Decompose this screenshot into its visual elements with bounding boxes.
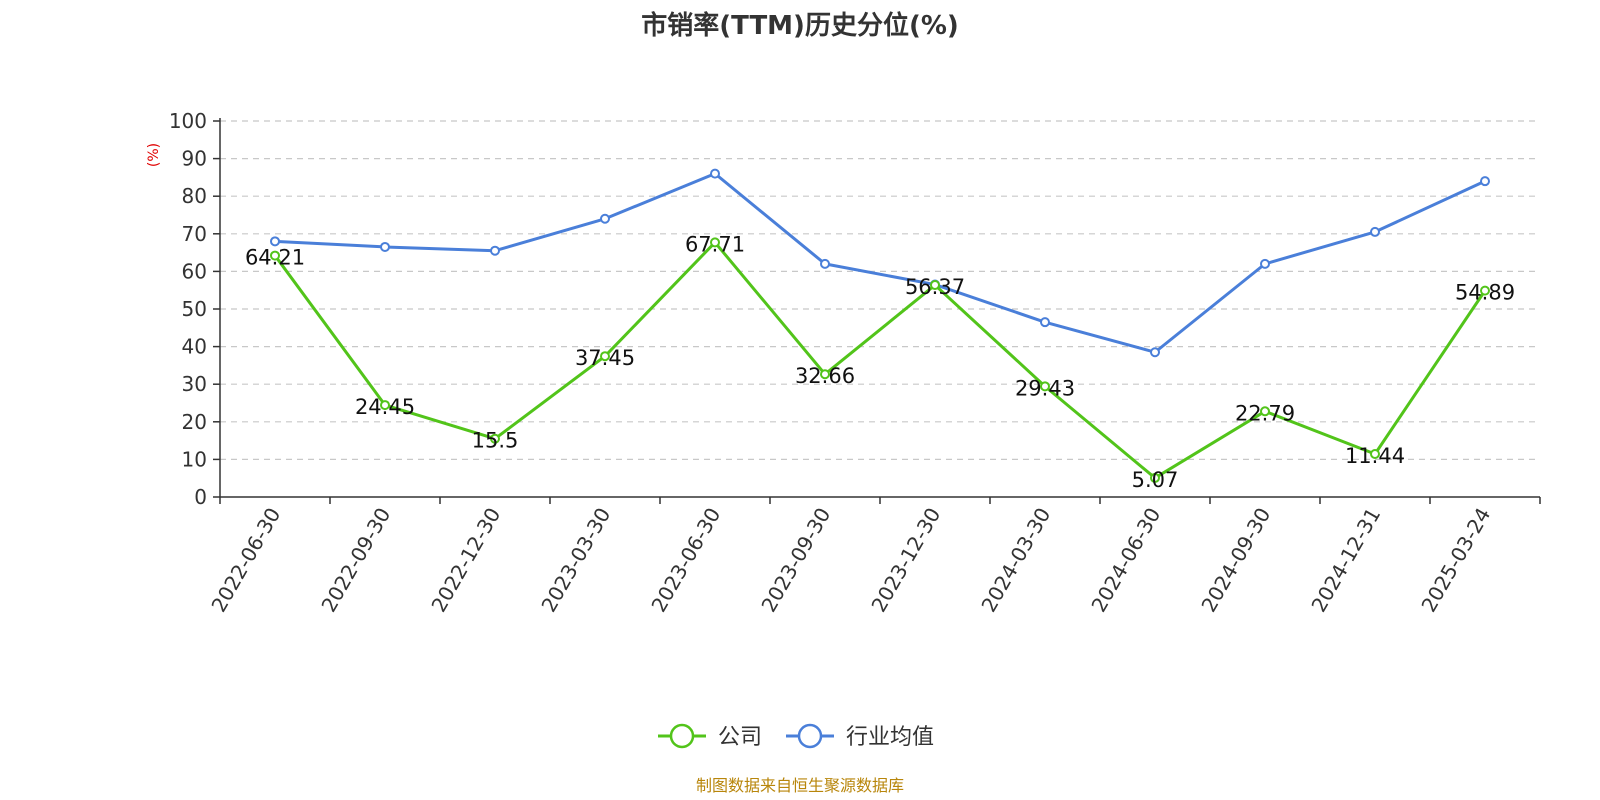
- y-tick-label: 80: [182, 184, 207, 208]
- data-point: [490, 433, 500, 444]
- x-tick-label: 2023-03-30: [536, 504, 615, 617]
- legend-marker: [669, 723, 695, 749]
- data-label: 67.71: [685, 232, 745, 256]
- data-point: [270, 250, 280, 261]
- data-point: [1260, 406, 1270, 417]
- data-point: [1260, 258, 1270, 269]
- y-tick-label: 90: [182, 147, 207, 171]
- data-point: [820, 258, 830, 269]
- data-label: 22.79: [1235, 401, 1295, 425]
- y-tick-label: 0: [194, 485, 207, 509]
- data-point: [1370, 448, 1380, 459]
- y-tick-label: 70: [182, 222, 207, 246]
- data-point: [380, 241, 390, 252]
- series-line: [273, 240, 1487, 480]
- y-axis-ticks: 0 10 20 30 40 50 60 70 80 90 100: [169, 109, 220, 509]
- data-label: 32.66: [795, 364, 855, 388]
- y-tick-label: 20: [182, 410, 207, 434]
- data-label: 37.45: [575, 346, 635, 370]
- x-tick-label: 2022-12-30: [426, 504, 505, 617]
- x-tick-label: 2023-12-30: [866, 504, 945, 617]
- x-tick-label: 2024-12-31: [1306, 504, 1385, 617]
- data-labels: 64.21 24.45 15.5 37.45 67.71 32.66 56.37 29.43 5…: [245, 232, 1515, 492]
- data-label: 54.89: [1455, 281, 1515, 305]
- legend-label: 公司: [718, 725, 762, 750]
- data-label: 24.45: [355, 395, 415, 419]
- source-note: 制图数据来自恒生聚源数据库: [696, 776, 904, 795]
- data-point: [1040, 317, 1050, 328]
- y-tick-label: 30: [182, 372, 207, 396]
- data-point: [710, 168, 720, 179]
- x-tick-label: 2022-09-30: [316, 504, 395, 617]
- data-label: 56.37: [905, 275, 965, 299]
- data-point: [600, 351, 610, 362]
- data-point: [930, 280, 940, 291]
- x-tick-label: 2025-03-24: [1416, 504, 1495, 617]
- data-point: [270, 236, 280, 247]
- x-tick-label: 2024-09-30: [1196, 504, 1275, 617]
- y-tick-label: 50: [182, 297, 207, 321]
- legend-label: 行业均值: [846, 725, 934, 750]
- data-point: [1480, 285, 1490, 296]
- data-label: 5.07: [1132, 468, 1179, 492]
- data-point: [1370, 226, 1380, 237]
- data-point: [600, 213, 610, 224]
- data-label: 11.44: [1345, 444, 1405, 468]
- x-axis-ticks: 2022-06-30 2022-09-30 2022-12-30 2023-03-30…: [206, 497, 1541, 617]
- data-label: 64.21: [245, 246, 305, 270]
- data-label: 29.43: [1015, 376, 1075, 400]
- y-axis-unit-label: (%): [146, 143, 162, 167]
- chart-title: 市销率(TTM)历史分位(%): [641, 10, 959, 41]
- data-point: [380, 400, 390, 411]
- y-tick-label: 100: [169, 109, 207, 133]
- data-label: 15.5: [472, 429, 519, 453]
- y-tick-label: 40: [182, 335, 207, 359]
- legend-marker: [797, 723, 823, 749]
- series-layer: [270, 168, 1490, 483]
- data-point: [820, 369, 830, 380]
- y-tick-label: 60: [182, 259, 207, 283]
- x-tick-label: 2022-06-30: [206, 504, 285, 617]
- legend[interactable]: 公司 行业均值: [658, 723, 934, 750]
- series-line: [274, 172, 1486, 354]
- x-tick-label: 2024-06-30: [1086, 504, 1165, 617]
- data-point: [710, 237, 720, 248]
- data-point: [1480, 176, 1490, 187]
- data-point: [1150, 472, 1160, 483]
- x-tick-label: 2023-06-30: [646, 504, 725, 617]
- gridlines: [220, 120, 1540, 460]
- data-point: [1040, 381, 1050, 392]
- x-tick-label: 2023-09-30: [756, 504, 835, 617]
- x-tick-label: 2024-03-30: [976, 504, 1055, 617]
- data-point: [1150, 347, 1160, 358]
- data-point: [490, 245, 500, 256]
- y-tick-label: 10: [182, 447, 207, 471]
